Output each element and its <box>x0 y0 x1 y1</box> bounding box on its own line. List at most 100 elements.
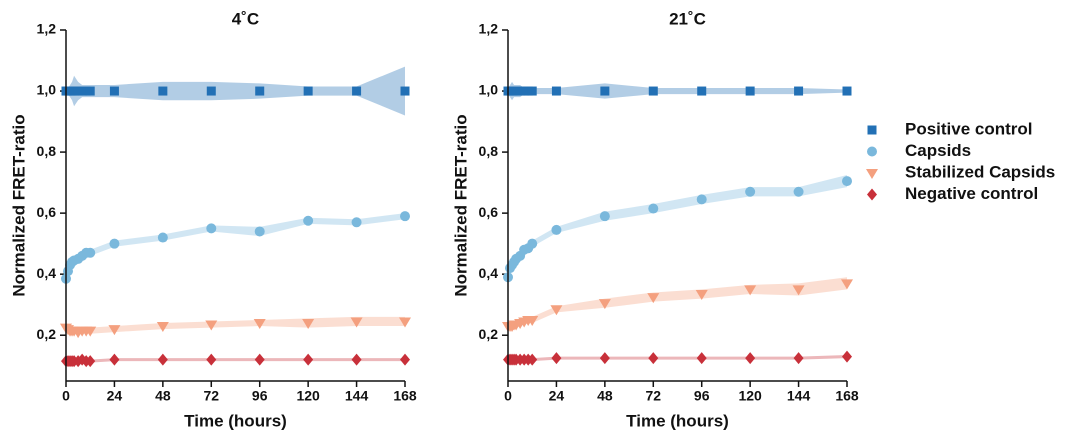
x-tick-label: 168 <box>393 388 417 404</box>
data-point <box>794 86 804 96</box>
x-tick-label: 24 <box>549 388 565 404</box>
legend-marker <box>867 188 877 201</box>
legend-marker <box>866 169 878 179</box>
data-point <box>550 305 563 316</box>
data-point <box>648 352 659 365</box>
y-tick-label: 1,2 <box>479 21 499 37</box>
data-point <box>842 86 852 96</box>
data-point <box>352 86 362 96</box>
data-point <box>85 247 96 258</box>
data-point <box>598 299 611 310</box>
data-point <box>744 285 757 296</box>
x-tick-label: 168 <box>835 388 859 404</box>
y-tick-label: 0,2 <box>37 326 57 342</box>
data-point <box>85 355 96 368</box>
x-tick-label: 96 <box>252 388 268 404</box>
data-point <box>108 325 121 336</box>
error-band <box>66 66 405 116</box>
data-point <box>600 86 610 96</box>
data-point <box>156 322 169 333</box>
data-point <box>302 319 315 330</box>
chart-title: 4˚C <box>232 9 259 28</box>
error-band <box>508 355 847 362</box>
y-tick-label: 1,0 <box>479 82 499 98</box>
data-point <box>400 353 410 366</box>
data-point <box>527 86 537 96</box>
data-point <box>157 353 168 366</box>
legend-label: Negative control <box>905 184 1038 203</box>
error-band <box>66 213 405 282</box>
y-tick-label: 1,0 <box>37 82 57 98</box>
data-point <box>696 352 707 365</box>
x-tick-label: 96 <box>694 388 710 404</box>
data-point <box>526 315 539 326</box>
data-point <box>351 353 362 366</box>
data-point <box>303 353 314 366</box>
data-point <box>696 194 707 205</box>
y-tick-label: 0,8 <box>37 143 57 159</box>
x-tick-label: 72 <box>203 388 219 404</box>
data-point <box>206 86 216 96</box>
data-point <box>400 211 410 222</box>
y-tick-label: 1,2 <box>37 21 57 37</box>
y-tick-label: 0,6 <box>479 204 499 220</box>
data-point <box>648 203 659 214</box>
x-axis-title: Time (hours) <box>626 411 729 430</box>
data-point <box>647 293 660 304</box>
data-point <box>551 86 561 96</box>
error-band <box>66 358 405 363</box>
chart-title: 21˚C <box>669 9 706 28</box>
data-point <box>206 353 217 366</box>
data-point <box>599 211 610 222</box>
x-tick-label: 72 <box>645 388 661 404</box>
error-band <box>66 316 405 336</box>
y-axis-title: Normalized FRET-ratio <box>451 114 470 296</box>
data-point <box>350 317 363 328</box>
data-point <box>255 86 265 96</box>
data-point <box>157 232 168 243</box>
data-point <box>158 86 168 96</box>
data-point <box>792 285 805 296</box>
data-point <box>745 86 755 96</box>
data-point <box>842 176 852 187</box>
x-tick-label: 0 <box>504 388 512 404</box>
data-point <box>793 352 804 365</box>
x-axis-title: Time (hours) <box>184 411 287 430</box>
data-point <box>400 86 410 96</box>
data-point <box>745 352 756 365</box>
legend-marker <box>867 125 877 135</box>
y-tick-label: 0,8 <box>479 143 499 159</box>
data-point <box>551 352 562 365</box>
data-point <box>303 215 314 226</box>
data-point <box>695 290 708 301</box>
data-point <box>205 320 218 331</box>
y-axis-title: Normalized FRET-ratio <box>9 114 28 296</box>
data-point <box>84 326 97 337</box>
data-point <box>793 186 804 197</box>
legend-label: Stabilized Capsids <box>905 162 1055 181</box>
x-tick-label: 144 <box>787 388 811 404</box>
data-point <box>109 86 119 96</box>
x-tick-label: 144 <box>345 388 369 404</box>
data-point <box>254 353 265 366</box>
data-point <box>841 279 853 290</box>
data-point <box>303 86 313 96</box>
data-point <box>351 217 362 228</box>
legend-label: Capsids <box>905 141 971 160</box>
x-tick-label: 48 <box>155 388 171 404</box>
error-band <box>508 81 847 101</box>
data-point <box>697 86 707 96</box>
data-point <box>648 86 658 96</box>
data-point <box>206 223 217 234</box>
x-tick-label: 48 <box>597 388 613 404</box>
error-band <box>508 174 847 281</box>
data-point <box>527 238 538 249</box>
x-tick-label: 0 <box>62 388 70 404</box>
data-point <box>109 238 120 249</box>
y-tick-label: 0,4 <box>37 265 57 281</box>
x-tick-label: 120 <box>738 388 762 404</box>
x-tick-label: 120 <box>296 388 320 404</box>
data-point <box>254 226 265 237</box>
y-tick-label: 0,6 <box>37 204 57 220</box>
